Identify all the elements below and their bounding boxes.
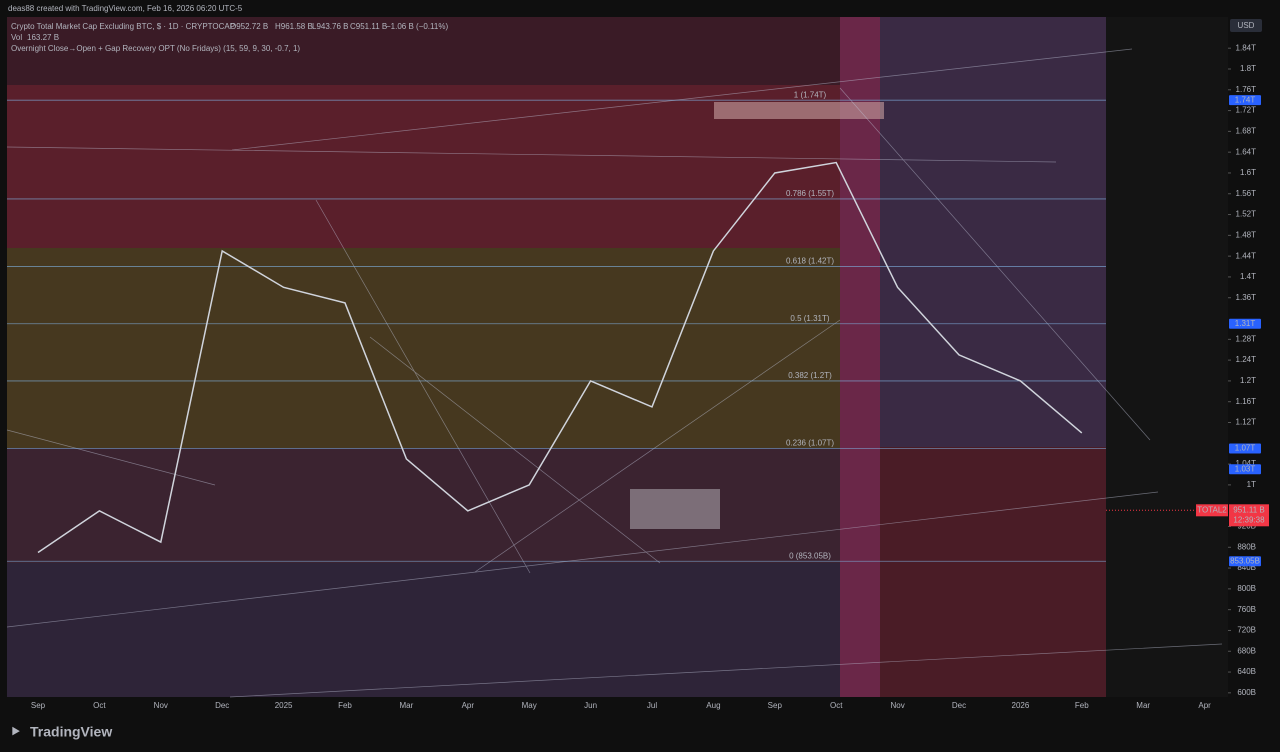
zone — [7, 85, 840, 248]
y-tick-label: 1.72T — [1236, 106, 1257, 115]
zone-box — [630, 489, 720, 529]
x-tick-label: Oct — [830, 701, 843, 710]
y-tick-label: 1.12T — [1236, 418, 1257, 427]
zone — [880, 447, 1106, 697]
y-tick-label: 1.76T — [1236, 85, 1257, 94]
zone-box — [714, 102, 884, 119]
x-tick-label: May — [522, 701, 537, 710]
price-tag-label: 1.03T — [1235, 464, 1256, 473]
y-tick-label: 1.84T — [1236, 43, 1257, 52]
fib-label: 0 (853.05B) — [789, 551, 831, 560]
x-tick-label: Jun — [584, 701, 597, 710]
fib-label: 0.236 (1.07T) — [786, 439, 834, 448]
price-tag-label: 1.74T — [1235, 95, 1256, 104]
zone — [7, 563, 840, 697]
last-price-name: TOTAL2 — [1197, 505, 1227, 514]
currency[interactable]: USD — [1238, 21, 1255, 30]
x-tick-label: Nov — [154, 701, 168, 710]
price-tag — [1229, 464, 1261, 475]
price-line — [37, 161, 1083, 554]
y-tick-label: 1.28T — [1236, 334, 1257, 343]
x-tick-label: Apr — [1198, 701, 1211, 710]
indicator: Overnight Close→Open + Gap Recovery OPT … — [11, 44, 300, 53]
y-tick-label: 600B — [1237, 688, 1256, 697]
fib-label: 1 (1.74T) — [794, 90, 827, 99]
y-tick-label: 1.04T — [1236, 459, 1257, 468]
x-tick-label: Mar — [1136, 701, 1150, 710]
price-tag-label: 1.07T — [1235, 444, 1256, 453]
y-tick-label: 1.52T — [1236, 210, 1257, 219]
x-tick-label: Feb — [338, 701, 352, 710]
fib-label: 0.382 (1.2T) — [788, 371, 832, 380]
volume-label: Vol — [11, 33, 22, 42]
x-tick-label: 2025 — [275, 701, 293, 710]
y-tick-label: 1T — [1247, 480, 1256, 489]
x-tick-label: Sep — [768, 701, 783, 710]
y-tick-label: 1.8T — [1240, 64, 1256, 73]
zone — [7, 248, 840, 448]
y-tick-label: 1.4T — [1240, 272, 1256, 281]
y-tick-label: 1.68T — [1236, 126, 1257, 135]
x-tick-label: Dec — [952, 701, 966, 710]
y-tick-label: 1.24T — [1236, 355, 1257, 364]
x-tick-label: Feb — [1075, 701, 1089, 710]
y-tick-label: 1.56T — [1236, 189, 1257, 198]
price-tag-label: 853.05B — [1230, 556, 1260, 565]
y-tick-label: 1.2T — [1240, 376, 1256, 385]
ohlc: O952.72 B — [230, 22, 268, 31]
last-price-tag — [1196, 504, 1228, 517]
x-tick-label: Apr — [462, 701, 475, 710]
x-tick-label: 2026 — [1012, 701, 1030, 710]
symbol: Crypto Total Market Cap Excluding BTC, $… — [11, 22, 235, 31]
trendlines — [6, 48, 1223, 698]
brand-logo: ⯈ — [10, 724, 21, 740]
credit: deas88 created with TradingView.com, Feb… — [8, 4, 243, 13]
x-tick-label: Mar — [400, 701, 414, 710]
y-tick-label: 680B — [1237, 646, 1256, 655]
fib-label: 0.618 (1.42T) — [786, 257, 834, 266]
y-tick-label: 1.64T — [1236, 147, 1257, 156]
countdown: 12:39:38 — [1233, 515, 1265, 524]
x-tick-label: Nov — [890, 701, 904, 710]
fib-label: 0.786 (1.55T) — [786, 189, 834, 198]
x-tick-label: Aug — [706, 701, 720, 710]
y-tick-label: 840B — [1237, 563, 1256, 572]
price-tag — [1229, 556, 1261, 567]
ohlc: C951.11 B — [350, 22, 387, 31]
y-tick-label: 1.36T — [1236, 293, 1257, 302]
y-tick-label: 880B — [1237, 542, 1256, 551]
y-tick-label: 1.48T — [1236, 230, 1257, 239]
ohlc: L943.76 B — [312, 22, 348, 31]
zone — [880, 17, 1106, 447]
currency-button[interactable] — [1230, 19, 1262, 32]
y-tick-label: 1.6T — [1240, 168, 1256, 177]
fib-label: 0.5 (1.31T) — [790, 314, 829, 323]
volume: 163.27 B — [27, 33, 59, 42]
y-tick-label: 760B — [1237, 605, 1256, 614]
y-tick-label: 1.16T — [1236, 397, 1257, 406]
x-tick-label: Dec — [215, 701, 229, 710]
price-tag — [1229, 443, 1261, 454]
y-tick-label: 800B — [1237, 584, 1256, 593]
brand: TradingView — [30, 724, 112, 740]
y-tick-label: 640B — [1237, 667, 1256, 676]
x-tick-label: Jul — [647, 701, 657, 710]
price-tag — [1229, 318, 1261, 329]
y-tick-label: 720B — [1237, 626, 1256, 635]
zone — [840, 17, 880, 697]
ohlc: −1.06 B (−0.11%) — [386, 22, 448, 31]
ohlc: H961.58 B — [275, 22, 313, 31]
price-tag-label: 1.31T — [1235, 319, 1256, 328]
last-price-label: 951.11 B — [1233, 505, 1264, 514]
y-tick-label: 1.44T — [1236, 251, 1257, 260]
price-tag — [1229, 95, 1261, 106]
last-price-tag — [1229, 504, 1269, 527]
x-tick-label: Sep — [31, 701, 46, 710]
x-tick-label: Oct — [93, 701, 106, 710]
